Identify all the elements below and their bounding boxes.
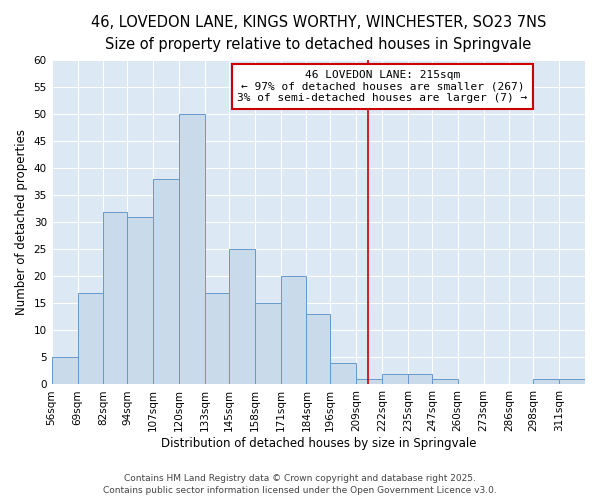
Bar	[254, 304, 281, 384]
Bar	[432, 379, 458, 384]
Bar	[77, 292, 103, 384]
Bar	[229, 250, 254, 384]
Bar	[153, 179, 179, 384]
Bar	[205, 292, 229, 384]
X-axis label: Distribution of detached houses by size in Springvale: Distribution of detached houses by size …	[161, 437, 476, 450]
Bar	[103, 212, 127, 384]
Bar	[330, 363, 356, 384]
Bar	[356, 379, 382, 384]
Bar	[179, 114, 205, 384]
Bar	[408, 374, 432, 384]
Bar	[307, 314, 330, 384]
Bar	[127, 217, 153, 384]
Bar	[52, 358, 77, 384]
Bar	[281, 276, 307, 384]
Bar	[382, 374, 408, 384]
Bar	[533, 379, 559, 384]
Text: Contains HM Land Registry data © Crown copyright and database right 2025.
Contai: Contains HM Land Registry data © Crown c…	[103, 474, 497, 495]
Y-axis label: Number of detached properties: Number of detached properties	[15, 130, 28, 316]
Title: 46, LOVEDON LANE, KINGS WORTHY, WINCHESTER, SO23 7NS
Size of property relative t: 46, LOVEDON LANE, KINGS WORTHY, WINCHEST…	[91, 15, 546, 52]
Text: 46 LOVEDON LANE: 215sqm
← 97% of detached houses are smaller (267)
3% of semi-de: 46 LOVEDON LANE: 215sqm ← 97% of detache…	[237, 70, 527, 103]
Bar	[559, 379, 585, 384]
